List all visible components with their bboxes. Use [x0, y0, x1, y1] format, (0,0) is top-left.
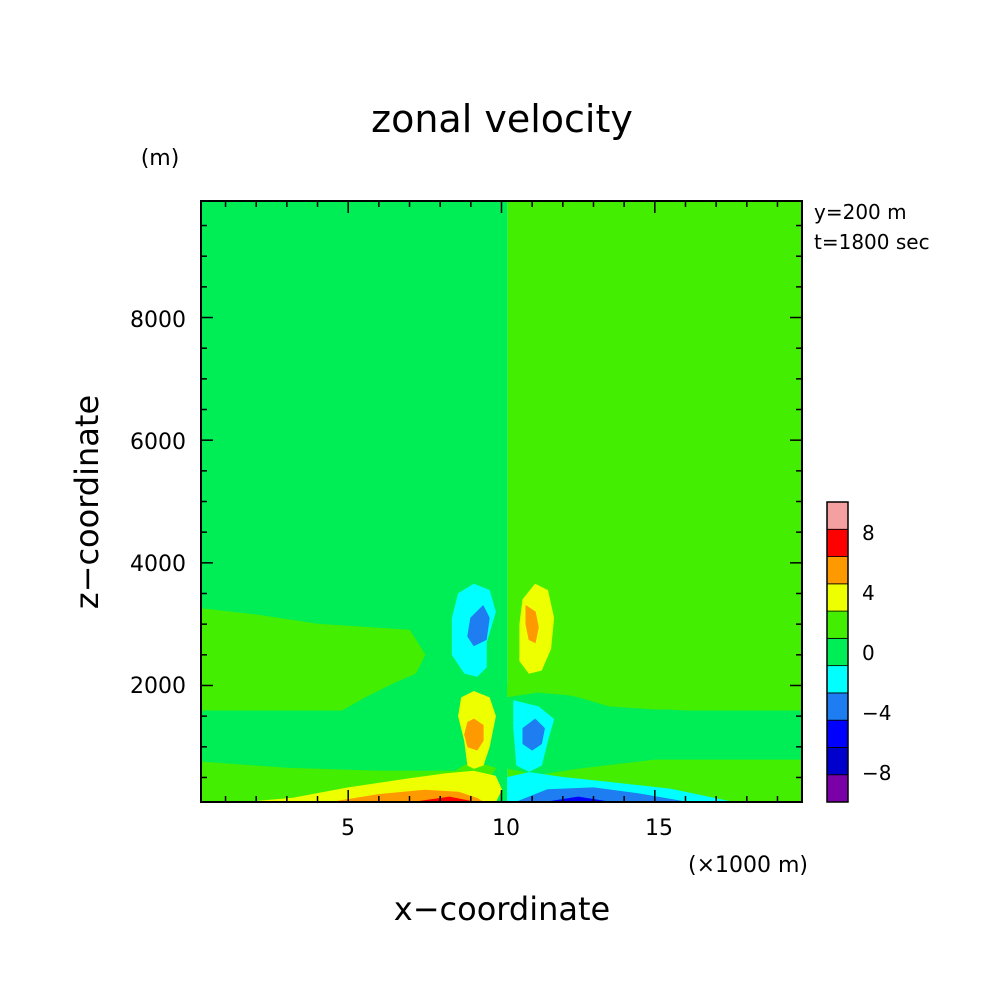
y-tick-label-4000: 4000 [130, 552, 186, 577]
y-tick-label-2000: 2000 [130, 674, 186, 699]
contour-region-16 [507, 611, 802, 711]
colorbar-swatch-5 [826, 665, 849, 694]
colorbar-swatch-4 [826, 692, 849, 721]
colorbar-swatch-3 [826, 719, 849, 748]
colorbar-swatch-11 [826, 501, 849, 530]
colorbar-swatch-7 [826, 610, 849, 639]
y-axis-label: z−coordinate [68, 395, 106, 609]
annotation-t: t=1800 sec [814, 230, 930, 254]
colorbar-swatch-10 [826, 528, 849, 557]
colorbar-label-neg8: −8 [862, 761, 891, 785]
annotation-y: y=200 m [814, 200, 907, 224]
colorbar-swatch-8 [826, 583, 849, 612]
colorbar-frame [826, 501, 849, 803]
contour-region-13 [522, 718, 545, 751]
x-axis-label: x−coordinate [394, 890, 610, 928]
colorbar-label-neg4: −4 [862, 701, 891, 725]
colorbar: 8 4 0 −4 −8 [826, 501, 891, 803]
x-axis: 5 10 15 (×1000 m) x−coordinate [341, 816, 808, 928]
contour-region-6 [415, 796, 475, 802]
contour-region-15 [467, 605, 490, 647]
minor-ticks [201, 201, 802, 802]
x-unit-label: (×1000 m) [688, 853, 808, 878]
chart-title: zonal velocity [371, 97, 633, 141]
y-unit-label: (m) [141, 146, 180, 171]
colorbar-swatch-2 [826, 747, 849, 776]
contour-region-18 [525, 605, 539, 644]
x-tick-label-10: 10 [492, 816, 520, 841]
colorbar-swatch-6 [826, 637, 849, 667]
y-tick-label-8000: 8000 [130, 308, 186, 333]
contour-region-1 [201, 608, 426, 711]
x-tick-label-15: 15 [645, 816, 673, 841]
plot-area [201, 201, 802, 802]
colorbar-label-8: 8 [862, 521, 875, 545]
colorbar-swatch-1 [826, 774, 849, 803]
y-tick-label-6000: 6000 [130, 430, 186, 455]
colorbar-swatch-9 [826, 556, 849, 585]
x-tick-label-5: 5 [341, 816, 355, 841]
colorbar-label-4: 4 [862, 581, 875, 605]
y-axis: 2000 4000 6000 8000 z−coordinate [68, 308, 186, 699]
colorbar-label-0: 0 [862, 641, 875, 665]
contour-region-8 [516, 787, 686, 802]
contour-region-11 [464, 718, 484, 751]
